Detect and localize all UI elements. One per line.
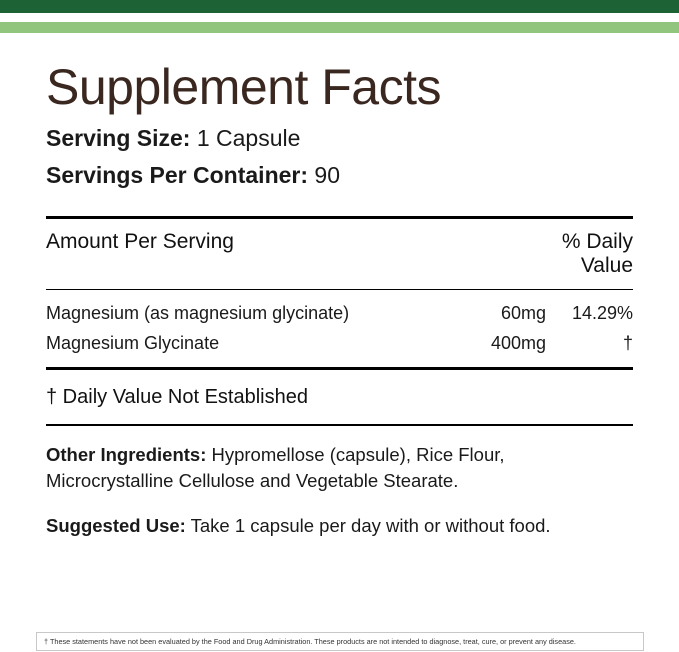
other-ingredients-value: Hypromellose (capsule), Rice Flour, Micr…	[46, 443, 505, 491]
header-daily-value: % Daily Value	[561, 229, 633, 277]
daily-value-footnote: † Daily Value Not Established	[46, 386, 308, 408]
nutrient-name: Magnesium Glycinate	[46, 333, 220, 353]
supplement-facts-table: Amount Per Serving % Daily Value	[46, 219, 633, 289]
table-header-rule	[46, 288, 633, 290]
suggested-use-block: Suggested Use: Take 1 capsule per day wi…	[46, 494, 633, 539]
nutrient-amount: 400mg	[490, 333, 546, 353]
table-top-rule	[46, 215, 633, 219]
serving-size-label: Serving Size:	[46, 125, 191, 151]
servings-per-container-label: Servings Per Container:	[46, 162, 309, 189]
page-title: Supplement Facts	[46, 59, 441, 115]
header-amount-spacer	[451, 219, 546, 289]
nutrient-daily-value: 14.29%	[571, 303, 633, 323]
table-row: Magnesium (as magnesium glycinate) 60mg …	[46, 290, 633, 324]
table-row: Magnesium Glycinate 400mg †	[46, 324, 633, 367]
serving-size-line: Serving Size: 1 Capsule	[46, 120, 633, 157]
serving-size-value-text: 1 Capsule	[196, 125, 301, 151]
nutrient-name: Magnesium (as magnesium glycinate)	[46, 303, 350, 323]
nutrient-daily-value-dagger: †	[622, 333, 633, 353]
footnote-bottom-rule	[46, 424, 633, 426]
table-top-spacer	[46, 195, 633, 216]
servings-per-container-value: 90	[314, 162, 341, 189]
other-ingredients-block: Other Ingredients: Hypromellose (capsule…	[46, 426, 633, 495]
other-ingredients-label: Other Ingredients:	[46, 443, 207, 465]
top-dark-green-bar	[0, 0, 679, 13]
table-header-row: Amount Per Serving % Daily Value	[46, 219, 633, 289]
nutrient-amount: 60mg	[500, 303, 546, 323]
fda-disclaimer-box: † These statements have not been evaluat…	[36, 632, 644, 651]
suggested-use-label: Suggested Use:	[46, 515, 186, 537]
nutrient-rows-table: Magnesium (as magnesium glycinate) 60mg …	[46, 290, 633, 367]
suggested-use-value: Take 1 capsule per day with or without f…	[185, 515, 551, 537]
top-light-green-bar	[0, 22, 679, 33]
fda-disclaimer-text: † These statements have not been evaluat…	[44, 636, 576, 646]
supplement-facts-panel: Supplement Facts Serving Size: 1 Capsule…	[46, 60, 633, 540]
table-bottom-rule	[46, 367, 633, 370]
servings-per-container-line: Servings Per Container: 90	[46, 157, 633, 194]
header-amount-per-serving: Amount Per Serving	[46, 229, 234, 253]
